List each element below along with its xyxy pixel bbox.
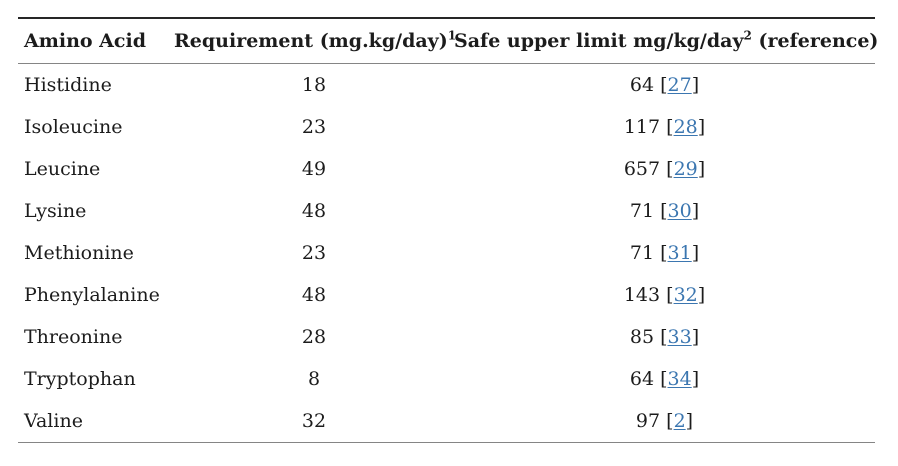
requirement-header-label: Requirement (mg.kg/day): [174, 30, 448, 52]
close-bracket: ]: [691, 368, 700, 390]
open-bracket: [: [660, 326, 668, 348]
requirement-value: 18: [301, 74, 327, 96]
safe-limit-header-suffix: (reference): [751, 30, 879, 52]
safe-limit-cell: 117 [28]: [454, 106, 875, 148]
close-bracket: ]: [697, 158, 706, 180]
table-row: Lysine 48 71 [30]: [18, 190, 875, 232]
table-row: Valine 32 97 [2]: [18, 400, 875, 443]
table-row: Methionine 23 71 [31]: [18, 232, 875, 274]
amino-acid-name: Methionine: [24, 242, 134, 264]
open-bracket: [: [666, 410, 674, 432]
table-row: Isoleucine 23 117 [28]: [18, 106, 875, 148]
close-bracket: ]: [691, 200, 700, 222]
amino-acid-name: Leucine: [24, 158, 101, 180]
reference-citation: [33]: [660, 326, 699, 348]
open-bracket: [: [660, 368, 668, 390]
amino-acid-name: Histidine: [24, 74, 112, 96]
reference-link[interactable]: 34: [667, 368, 692, 390]
amino-acid-table-container: Amino Acid Requirement (mg.kg/day)1 Safe…: [18, 17, 878, 443]
safe-limit-cell: 657 [29]: [454, 148, 875, 190]
safe-limit-value: 64: [629, 74, 655, 96]
requirement-value: 23: [301, 116, 327, 138]
safe-limit-cell: 64 [27]: [454, 64, 875, 107]
reference-citation: [2]: [666, 410, 693, 432]
amino-acid-name: Phenylalanine: [24, 284, 160, 306]
requirement-value: 32: [301, 410, 327, 432]
reference-citation: [31]: [660, 242, 699, 264]
safe-limit-cell: 143 [32]: [454, 274, 875, 316]
requirement-value: 23: [301, 242, 327, 264]
reference-link[interactable]: 27: [667, 74, 692, 96]
safe-limit-value: 64: [629, 368, 655, 390]
reference-link[interactable]: 29: [673, 158, 698, 180]
safe-limit-cell: 85 [33]: [454, 316, 875, 358]
open-bracket: [: [666, 284, 674, 306]
reference-link[interactable]: 31: [667, 242, 692, 264]
reference-link[interactable]: 33: [667, 326, 692, 348]
reference-citation: [34]: [660, 368, 699, 390]
requirement-value: 8: [307, 368, 321, 390]
amino-acid-name: Threonine: [24, 326, 123, 348]
safe-limit-value: 657: [623, 158, 661, 180]
safe-limit-value: 71: [629, 200, 655, 222]
requirement-value: 48: [301, 200, 327, 222]
table-row: Leucine 49 657 [29]: [18, 148, 875, 190]
col-header-requirement: Requirement (mg.kg/day)1: [174, 18, 457, 64]
requirement-footnote-marker: 1: [447, 28, 457, 43]
reference-citation: [32]: [666, 284, 705, 306]
open-bracket: [: [666, 158, 674, 180]
close-bracket: ]: [697, 116, 706, 138]
requirement-value: 49: [301, 158, 327, 180]
reference-link[interactable]: 30: [667, 200, 692, 222]
safe-limit-value: 71: [629, 242, 655, 264]
safe-limit-cell: 64 [34]: [454, 358, 875, 400]
close-bracket: ]: [691, 326, 700, 348]
open-bracket: [: [666, 116, 674, 138]
reference-citation: [27]: [660, 74, 699, 96]
amino-acid-table: Amino Acid Requirement (mg.kg/day)1 Safe…: [18, 17, 878, 443]
reference-link[interactable]: 28: [673, 116, 698, 138]
reference-citation: [28]: [666, 116, 705, 138]
col-header-safe-upper-limit: Safe upper limit mg/kg/day2 (reference): [454, 18, 878, 64]
safe-limit-header-label: Safe upper limit mg/kg/day: [454, 30, 744, 52]
safe-limit-value: 97: [635, 410, 661, 432]
safe-limit-value: 143: [623, 284, 661, 306]
amino-acid-name: Tryptophan: [24, 368, 136, 390]
table-row: Histidine 18 64 [27]: [18, 64, 875, 107]
safe-limit-cell: 97 [2]: [454, 400, 875, 443]
safe-limit-cell: 71 [30]: [454, 190, 875, 232]
close-bracket: ]: [685, 410, 694, 432]
table-row: Threonine 28 85 [33]: [18, 316, 875, 358]
open-bracket: [: [660, 74, 668, 96]
reference-citation: [30]: [660, 200, 699, 222]
amino-acid-name: Valine: [24, 410, 83, 432]
col-header-amino-acid: Amino Acid: [24, 30, 146, 52]
table-row: Tryptophan 8 64 [34]: [18, 358, 875, 400]
safe-limit-cell: 71 [31]: [454, 232, 875, 274]
open-bracket: [: [660, 200, 668, 222]
safe-limit-value: 85: [629, 326, 655, 348]
safe-limit-value: 117: [623, 116, 661, 138]
reference-link[interactable]: 2: [673, 410, 686, 432]
header-row: Amino Acid Requirement (mg.kg/day)1 Safe…: [18, 18, 878, 64]
amino-acid-name: Lysine: [24, 200, 87, 222]
amino-acid-name: Isoleucine: [24, 116, 123, 138]
requirement-value: 28: [301, 326, 327, 348]
close-bracket: ]: [691, 242, 700, 264]
requirement-value: 48: [301, 284, 327, 306]
safe-limit-footnote-marker: 2: [743, 28, 752, 43]
open-bracket: [: [660, 242, 668, 264]
table-row: Phenylalanine 48 143 [32]: [18, 274, 875, 316]
reference-link[interactable]: 32: [673, 284, 698, 306]
close-bracket: ]: [691, 74, 700, 96]
reference-citation: [29]: [666, 158, 705, 180]
close-bracket: ]: [697, 284, 706, 306]
